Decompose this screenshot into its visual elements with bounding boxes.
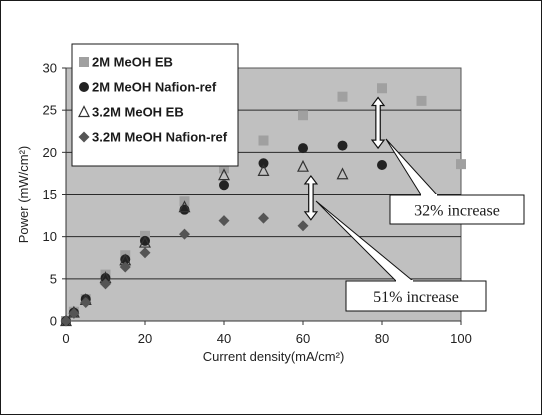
data-point [416,95,427,106]
callout-51-percent: 51% increase [315,200,487,312]
data-point [119,261,131,273]
double-arrow [370,96,386,150]
x-tick-label: 60 [296,331,310,346]
data-point [218,215,230,227]
data-point [297,159,309,172]
x-tick-label: 20 [138,331,152,346]
y-tick-label: 20 [43,145,57,160]
data-point [298,110,308,121]
legend-label: 2M MeOH EB [92,55,173,70]
callout-box [345,280,487,312]
legend-swatch [78,131,90,143]
x-tick-label: 40 [217,331,231,346]
y-tick-label: 5 [50,271,57,286]
y-axis-title: Power (mW/cm²) [16,146,31,244]
data-point [139,235,151,248]
data-point [139,247,151,259]
data-point [258,158,269,169]
data-point [100,278,111,290]
data-point [336,167,349,180]
arrow-32-percent [370,96,386,150]
legend-swatch [79,82,89,92]
legend-item-1: 2M MeOH EB [79,55,173,70]
y-tick-label: 30 [43,61,57,76]
legend-item-3: 3.2M MeOH EB [78,105,184,120]
data-point [257,164,270,176]
legend-label: 3.2M MeOH EB [92,105,184,120]
series-4 [60,212,309,327]
arrow-51-percent [303,174,319,221]
double-arrow [303,174,319,221]
data-point [179,228,190,240]
ticks: 0 5 10 15 20 25 30 0 20 40 60 80 100 [43,61,472,347]
legend-label: 3.2M MeOH Nafion-ref [92,130,228,145]
data-point [219,180,229,191]
data-point [60,315,72,327]
y-tick-label: 15 [43,187,57,202]
x-tick-label: 100 [450,331,472,346]
x-axis-title: Current density(mA/cm²) [203,349,345,364]
callout-label: 32% increase [414,203,500,220]
data-point [258,212,269,224]
data-point [100,272,111,283]
legend: 2M MeOH EB 2M MeOH Nafion-ref 3.2M MeOH EB… [71,43,239,167]
data-point [377,159,387,170]
legend-swatch [79,57,89,67]
legend-label: 2M MeOH Nafion-ref [92,80,217,95]
data-point [297,220,309,232]
y-tick-label: 0 [50,314,57,329]
y-tick-label: 10 [43,229,57,244]
data-point [80,296,92,308]
callout-label: 51% increase [373,289,459,306]
legend-box [71,43,239,167]
data-point [120,254,131,265]
annotations: 32% increase 51% increase [303,96,525,312]
data-point [456,159,466,170]
callout-32-percent: 32% increase [385,138,525,225]
data-point [178,200,191,213]
data-point [218,168,230,181]
legend-swatch [78,105,90,118]
legend-item-4: 3.2M MeOH Nafion-ref [78,130,228,145]
data-point [337,140,348,151]
data-point [68,307,80,319]
data-point [298,143,308,154]
callout-box [389,194,525,225]
x-tick-label: 0 [62,331,69,346]
data-points [60,83,466,327]
x-tick-label: 80 [375,331,389,346]
data-point [337,91,348,102]
y-tick-label: 25 [43,103,57,118]
data-point [258,135,269,146]
legend-item-2: 2M MeOH Nafion-ref [79,80,217,95]
data-point [377,83,387,94]
